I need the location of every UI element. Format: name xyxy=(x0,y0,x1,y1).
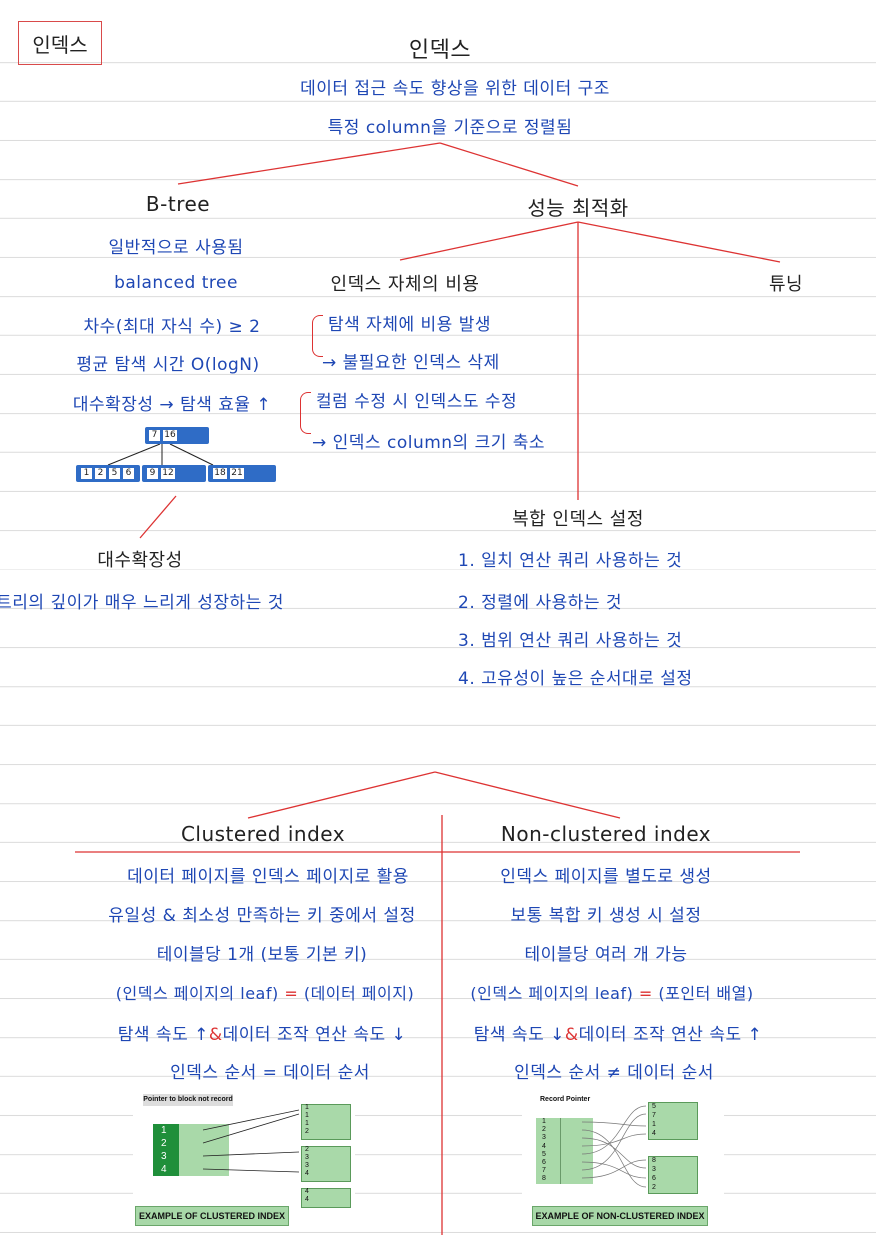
pointer-column xyxy=(179,1124,229,1176)
leaf-key: 6 xyxy=(123,468,134,479)
clustered-item: 데이터 페이지를 인덱스 페이지로 활용 xyxy=(127,867,409,887)
btree-item: 평균 탐색 시간 O(logN) xyxy=(76,355,260,375)
header-box: 인덱스 xyxy=(18,21,102,65)
composite-heading: 복합 인덱스 설정 xyxy=(512,509,644,530)
leaf-eq: = xyxy=(638,984,653,1003)
root-node: 7 16 xyxy=(145,427,209,444)
composite-item: 4. 고유성이 높은 순서대로 설정 xyxy=(458,669,693,689)
speed-amp: & xyxy=(564,1025,579,1045)
clustered-item: 유일성 & 최소성 만족하는 키 중에서 설정 xyxy=(108,906,416,926)
leaf-left: (인덱스 페이지의 leaf) xyxy=(470,984,634,1003)
tuning-heading: 튜닝 xyxy=(768,274,804,295)
leaf-key: 21 xyxy=(230,468,244,479)
data-block xyxy=(301,1188,351,1208)
composite-item: 2. 정렬에 사용하는 것 xyxy=(458,593,623,613)
page-title: 인덱스 xyxy=(408,38,472,63)
cost-item: → 불필요한 인덱스 삭제 xyxy=(322,353,500,373)
btree-item: 일반적으로 사용됨 xyxy=(108,238,244,258)
clustered-item: 테이블당 1개 (보통 기본 키) xyxy=(156,945,368,965)
leaf-key: 2 xyxy=(95,468,106,479)
clustered-speed: 탐색 속도 ↑&데이터 조작 연산 속도 ↓ xyxy=(118,1020,407,1045)
index-key: 3 xyxy=(161,1151,167,1162)
data-block xyxy=(301,1146,351,1182)
subtitle-definition: 데이터 접근 속도 향상을 위한 데이터 구조 xyxy=(300,79,610,99)
perf-heading: 성능 최적화 xyxy=(527,196,629,220)
leaf-eq: = xyxy=(284,984,299,1003)
leaf-key: 5 xyxy=(109,468,120,479)
speed-amp: & xyxy=(208,1025,223,1045)
index-key: 1 xyxy=(161,1125,167,1136)
nonclustered-order: 인덱스 순서 ≠ 데이터 순서 xyxy=(514,1063,714,1083)
nonclustered-item: 인덱스 페이지를 별도로 생성 xyxy=(500,867,712,887)
clustered-caption: EXAMPLE OF CLUSTERED INDEX xyxy=(135,1206,289,1226)
data-block xyxy=(648,1102,698,1140)
speed-modify: 데이터 조작 연산 속도 ↓ xyxy=(222,1025,407,1045)
nonclustered-speed: 탐색 속도 ↓&데이터 조작 연산 속도 ↑ xyxy=(474,1020,763,1045)
subtitle-sorted: 특정 column을 기준으로 정렬됨 xyxy=(327,118,573,138)
root-key: 7 xyxy=(149,430,160,441)
leaf-key: 9 xyxy=(147,468,158,479)
data-block xyxy=(301,1104,351,1140)
btree-item: 차수(최대 자식 수) ≥ 2 xyxy=(83,317,261,337)
speed-search: 탐색 속도 ↓ xyxy=(473,1025,565,1045)
nonclustered-caption: EXAMPLE OF NON-CLUSTERED INDEX xyxy=(532,1206,708,1226)
pointer-column xyxy=(560,1118,593,1184)
nonclustered-heading: Non-clustered index xyxy=(500,822,712,846)
cost-item: → 인덱스 column의 크기 축소 xyxy=(312,433,546,453)
speed-search: 탐색 속도 ↑ xyxy=(117,1025,209,1045)
pointer-label: Pointer to block not record xyxy=(143,1094,233,1106)
scalability-heading: 대수확장성 xyxy=(97,550,183,571)
btree-item: balanced tree xyxy=(114,273,238,293)
composite-item: 3. 범위 연산 쿼리 사용하는 것 xyxy=(458,631,683,651)
nonclustered-item: 보통 복합 키 생성 시 설정 xyxy=(510,906,702,926)
composite-item: 1. 일치 연산 쿼리 사용하는 것 xyxy=(458,551,683,571)
clustered-leaf: (인덱스 페이지의 leaf) = (데이터 페이지) xyxy=(116,980,414,1004)
index-key: 2 xyxy=(161,1138,167,1149)
cost-item: 컬럼 수정 시 인덱스도 수정 xyxy=(316,392,518,412)
leaf-key: 12 xyxy=(161,468,175,479)
leaf-node: 9 12 xyxy=(142,465,206,482)
pointer-arrows xyxy=(202,1109,300,1173)
pointer-label: Record Pointer xyxy=(540,1096,591,1103)
bracket xyxy=(312,315,323,357)
leaf-key: 18 xyxy=(213,468,227,479)
leaf-key: 1 xyxy=(81,468,92,479)
leaf-left: (인덱스 페이지의 leaf) xyxy=(115,984,279,1003)
clustered-heading: Clustered index xyxy=(180,822,346,846)
key-column xyxy=(536,1118,560,1184)
leaf-node: 1 2 5 6 xyxy=(76,465,140,482)
nonclustered-item: 테이블당 여러 개 가능 xyxy=(524,945,688,965)
cost-heading: 인덱스 자체의 비용 xyxy=(330,274,480,295)
data-block xyxy=(648,1156,698,1194)
btree-item: 대수확장성 → 탐색 효율 ↑ xyxy=(72,395,272,415)
scalability-desc: 트리의 깊이가 매우 느리게 성장하는 것 xyxy=(0,593,284,613)
cost-item: 탐색 자체에 비용 발생 xyxy=(328,315,491,335)
leaf-right: (포인터 배열) xyxy=(658,984,754,1003)
btree-heading: B-tree xyxy=(145,192,211,216)
leaf-node: 18 21 xyxy=(208,465,276,482)
root-key: 16 xyxy=(163,430,177,441)
bracket xyxy=(300,392,311,434)
pointer-curves xyxy=(581,1105,647,1188)
key-column xyxy=(153,1124,179,1176)
nonclustered-leaf: (인덱스 페이지의 leaf) = (포인터 배열) xyxy=(470,980,753,1004)
clustered-order: 인덱스 순서 = 데이터 순서 xyxy=(170,1063,370,1083)
leaf-right: (데이터 페이지) xyxy=(303,984,415,1003)
index-key: 4 xyxy=(161,1164,167,1175)
speed-modify: 데이터 조작 연산 속도 ↑ xyxy=(578,1025,763,1045)
